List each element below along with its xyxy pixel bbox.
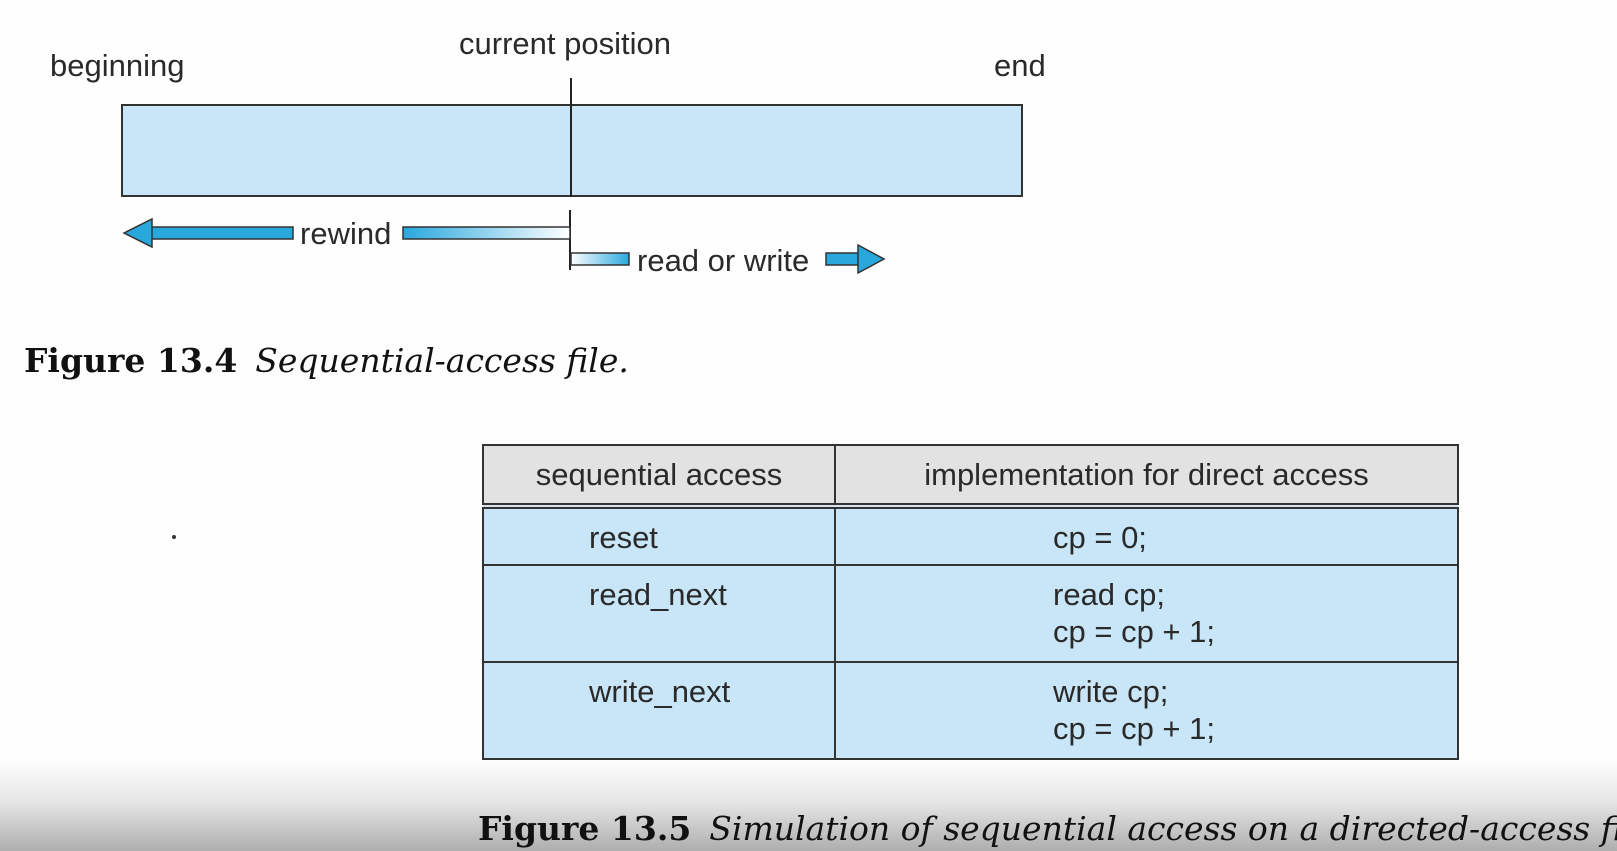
implementation-line: cp = 0; <box>1053 520 1147 555</box>
operation-cell: write_next <box>482 661 836 760</box>
operation-cell: read_next <box>482 564 836 663</box>
current-position-label: current position <box>459 26 671 61</box>
figure-title: Sequential-access file. <box>255 341 629 380</box>
table-header-row: sequential access implementation for dir… <box>482 444 1459 509</box>
table-row: reset cp = 0; <box>482 505 1459 566</box>
figure-number: Figure 13.5 <box>478 809 692 848</box>
operation-name: write_next <box>589 674 731 709</box>
figure-number: Figure 13.4 <box>24 341 238 380</box>
beginning-label: beginning <box>50 48 185 83</box>
table-row: read_next read cp; cp = cp + 1; <box>482 564 1459 663</box>
implementation-line: cp = cp + 1; <box>1053 711 1215 746</box>
implementation-cell: read cp; cp = cp + 1; <box>834 564 1459 663</box>
rewind-label: rewind <box>300 216 392 251</box>
direct-access-header: implementation for direct access <box>834 444 1459 509</box>
table-row: write_next write cp; cp = cp + 1; <box>482 661 1459 760</box>
current-position-marker <box>570 78 572 197</box>
simulation-table: sequential access implementation for dir… <box>482 444 1459 760</box>
implementation-line: read cp; <box>1053 577 1166 612</box>
rewind-arrow <box>122 210 571 270</box>
end-label: end <box>994 48 1046 83</box>
implementation-line: cp = cp + 1; <box>1053 614 1215 649</box>
file-bar <box>121 104 1023 197</box>
sequential-access-header: sequential access <box>482 444 836 509</box>
implementation-line: write cp; <box>1053 674 1169 709</box>
implementation-cell: cp = 0; <box>834 505 1459 566</box>
figure-13-4-caption: Figure 13.4 Sequential-access file. <box>24 341 629 380</box>
read-or-write-label: read or write <box>637 243 810 278</box>
implementation-cell: write cp; cp = cp + 1; <box>834 661 1459 760</box>
figure-13-5-caption: Figure 13.5 Simulation of sequential acce… <box>478 809 1617 848</box>
operation-name: reset <box>589 520 658 555</box>
operation-cell: reset <box>482 505 836 566</box>
operation-name: read_next <box>589 577 727 612</box>
stray-dot <box>172 535 176 539</box>
figure-title: Simulation of sequential access on a dir… <box>709 809 1617 848</box>
access-arrows <box>122 210 886 275</box>
read-or-write-arrow <box>570 243 886 275</box>
